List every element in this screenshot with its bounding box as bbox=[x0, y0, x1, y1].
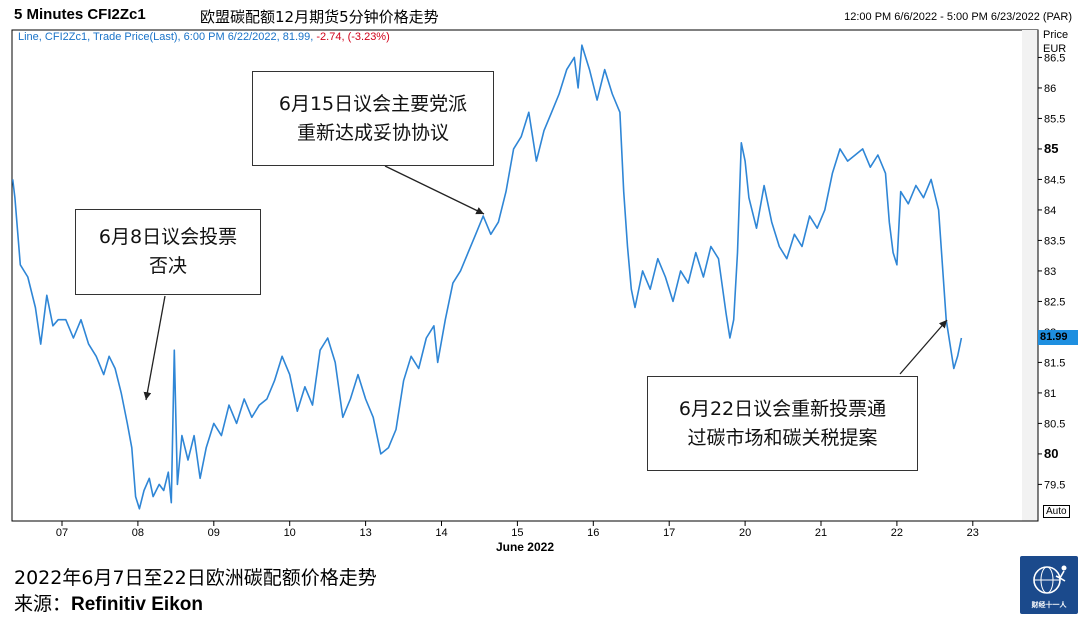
arrow-june8 bbox=[143, 295, 166, 401]
callout-june8: 6月8日议会投票 否决 bbox=[75, 209, 261, 295]
plot-right-margin bbox=[1022, 30, 1038, 521]
callout-june22-line2: 过碳市场和碳关税提案 bbox=[687, 426, 878, 449]
callout-june15-line1: 6月15日议会主要党派 bbox=[278, 92, 468, 115]
series-legend: Line, CFI2Zc1, Trade Price(Last), 6:00 P… bbox=[18, 31, 390, 43]
x-tick-label: 23 bbox=[967, 527, 979, 539]
figure-caption: 2022年6月7日至22日欧洲碳配额价格走势 bbox=[14, 567, 377, 589]
price-chart: 79.58080.58181.58282.58383.58484.58585.5… bbox=[11, 29, 1065, 554]
callout-june15-line2: 重新达成妥协协议 bbox=[296, 121, 449, 144]
legend-change: -2.74, (-3.23%) bbox=[316, 31, 390, 43]
x-tick-label: 10 bbox=[284, 527, 296, 539]
x-axis-title: June 2022 bbox=[496, 540, 554, 554]
date-range-label: 12:00 PM 6/6/2022 - 5:00 PM 6/23/2022 (P… bbox=[844, 11, 1072, 23]
y-tick-label: 83.5 bbox=[1044, 235, 1065, 247]
y-tick-label: 86.5 bbox=[1044, 52, 1065, 64]
globe-runner-icon bbox=[1033, 565, 1067, 594]
x-tick-label: 09 bbox=[208, 527, 220, 539]
y-tick-label: 81.5 bbox=[1044, 357, 1065, 369]
figure-source: 来源：Refinitiv Eikon bbox=[14, 589, 203, 616]
y-tick-label: 80 bbox=[1044, 446, 1058, 461]
y-tick-label: 82.5 bbox=[1044, 296, 1065, 308]
x-tick-label: 20 bbox=[739, 527, 751, 539]
x-tick-label: 21 bbox=[815, 527, 827, 539]
chart-header-subtitle: 欧盟碳配额12月期货5分钟价格走势 bbox=[200, 8, 439, 26]
y-tick-label: 85.5 bbox=[1044, 113, 1065, 125]
y-tick-label: 84 bbox=[1044, 205, 1056, 217]
callout-june8-line2: 否决 bbox=[148, 255, 187, 277]
callout-june8-line1: 6月8日议会投票 bbox=[98, 226, 238, 248]
y-tick-label: 85 bbox=[1044, 141, 1058, 156]
y-tick-label: 83 bbox=[1044, 266, 1056, 278]
axis-currency-label: EUR bbox=[1043, 43, 1067, 55]
source-name: Refinitiv Eikon bbox=[71, 594, 203, 615]
x-tick-label: 08 bbox=[132, 527, 144, 539]
y-tick-label: 79.5 bbox=[1044, 479, 1065, 491]
brand-logo: 财经十一人 bbox=[1020, 556, 1078, 614]
y-tick-label: 86 bbox=[1044, 83, 1056, 95]
x-tick-label: 16 bbox=[587, 527, 599, 539]
y-tick-label: 84.5 bbox=[1044, 174, 1065, 186]
x-tick-label: 17 bbox=[663, 527, 675, 539]
auto-scale-button[interactable]: Auto bbox=[1043, 505, 1070, 518]
arrow-june15 bbox=[384, 165, 485, 215]
x-tick-label: 22 bbox=[891, 527, 903, 539]
price-line-series bbox=[11, 44, 963, 510]
y-tick-label: 81 bbox=[1044, 388, 1056, 400]
source-label: 来源： bbox=[14, 593, 72, 615]
arrow-june22 bbox=[899, 319, 948, 375]
legend-series-info: Line, CFI2Zc1, Trade Price(Last), 6:00 P… bbox=[18, 31, 314, 43]
x-tick-label: 07 bbox=[56, 527, 68, 539]
chart-header-title: 5 Minutes CFI2Zc1 bbox=[14, 6, 146, 23]
x-tick-label: 13 bbox=[359, 527, 371, 539]
logo-text: 财经十一人 bbox=[1031, 601, 1067, 609]
x-tick-label: 15 bbox=[511, 527, 523, 539]
last-price-badge: 81.99 bbox=[1038, 330, 1078, 345]
callout-june15: 6月15日议会主要党派 重新达成妥协协议 bbox=[252, 71, 494, 166]
callout-june22-line1: 6月22日议会重新投票通 bbox=[678, 397, 887, 420]
y-tick-label: 80.5 bbox=[1044, 418, 1065, 430]
x-tick-label: 14 bbox=[435, 527, 447, 539]
axis-price-label: Price bbox=[1043, 29, 1069, 41]
callout-june22: 6月22日议会重新投票通 过碳市场和碳关税提案 bbox=[647, 376, 918, 471]
